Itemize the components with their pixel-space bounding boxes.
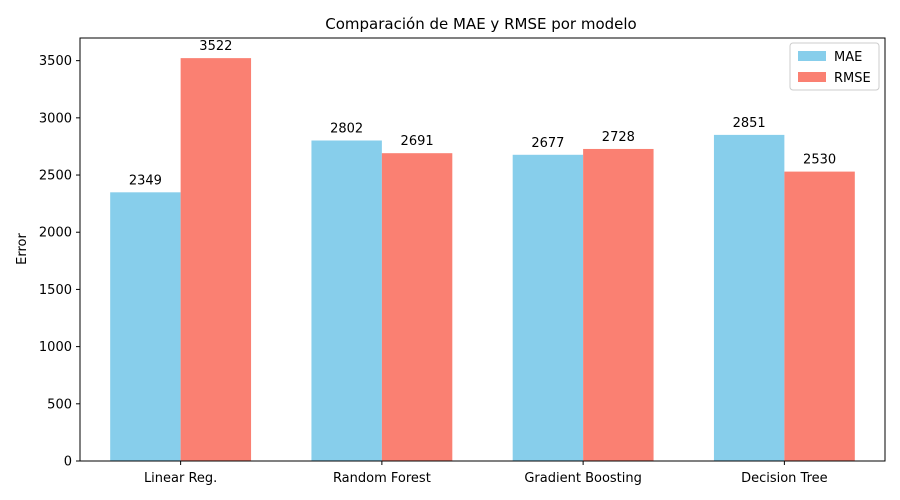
y-tick-label-1: 500 [47, 397, 72, 412]
y-axis-label: Error [15, 233, 30, 265]
plot-area: 2349 2802 2677 2851 3522 2691 2728 2530 0 500 1000… [39, 37, 886, 486]
chart-title: Comparación de MAE y RMSE por modelo [325, 15, 636, 33]
legend-label-mae: MAE [834, 50, 862, 65]
bar-mae-1 [311, 140, 382, 461]
data-label-rmse-1: 2691 [401, 134, 434, 149]
y-tick-label-4: 2000 [39, 226, 72, 241]
x-tick-label-3: Decision Tree [741, 471, 828, 486]
bar-mae-2 [512, 154, 584, 461]
legend: MAE RMSE [789, 42, 880, 91]
legend-label-rmse: RMSE [834, 71, 871, 86]
legend-swatch-mae [798, 51, 826, 61]
legend-swatch-rmse [798, 72, 826, 82]
data-label-mae-0: 2349 [129, 173, 162, 188]
y-tick-label-3: 1500 [39, 283, 72, 298]
data-label-mae-3: 2851 [733, 116, 766, 131]
x-tick-label-1: Random Forest [333, 471, 431, 486]
bar-mae-3 [713, 134, 785, 461]
bar-rmse-3 [784, 171, 855, 461]
bar-mae-0 [110, 192, 181, 461]
bar-rmse-0 [180, 58, 252, 462]
y-tick-label-2: 1000 [39, 340, 72, 355]
bar-rmse-2 [583, 148, 654, 461]
y-tick-label-6: 3000 [39, 111, 72, 126]
data-label-mae-2: 2677 [531, 136, 564, 151]
bar-rmse-1 [381, 153, 453, 461]
data-label-mae-1: 2802 [330, 121, 363, 136]
data-label-rmse-3: 2530 [803, 153, 836, 168]
data-label-rmse-2: 2728 [602, 130, 635, 145]
y-tick-label-7: 3500 [39, 54, 72, 69]
x-tick-label-0: Linear Reg. [144, 471, 217, 486]
y-tick-label-5: 2500 [39, 169, 72, 184]
plot-frame [79, 37, 886, 462]
data-label-rmse-0: 3522 [199, 39, 232, 54]
x-tick-label-2: Gradient Boosting [524, 471, 642, 486]
y-tick-label-0: 0 [64, 455, 72, 470]
